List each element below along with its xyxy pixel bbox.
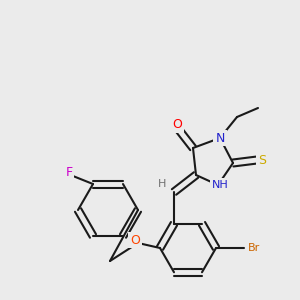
Text: O: O	[130, 233, 140, 247]
Text: N: N	[215, 131, 225, 145]
Text: F: F	[65, 166, 73, 178]
Text: S: S	[258, 154, 266, 166]
Text: Br: Br	[248, 243, 260, 253]
Text: H: H	[158, 179, 166, 189]
Text: O: O	[172, 118, 182, 131]
Text: NH: NH	[212, 180, 228, 190]
